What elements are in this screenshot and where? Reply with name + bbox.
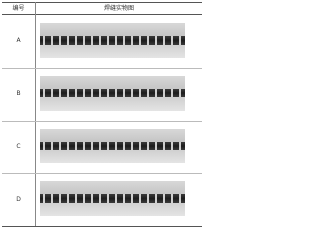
- weld-bead: [40, 141, 185, 151]
- row-rule: [2, 120, 202, 122]
- table-border: [2, 2, 202, 3]
- table-page: 编号 焊缝实物图 A B C D: [2, 2, 202, 227]
- weld-bead: [40, 36, 185, 45]
- weld-bead: [40, 88, 185, 98]
- row-rule: [2, 67, 202, 69]
- header-cell: 焊缝实物图: [103, 5, 134, 12]
- weld-photo: [40, 23, 185, 58]
- weld-photo: [40, 181, 185, 216]
- row-label: B: [16, 90, 21, 98]
- table-border: [2, 226, 202, 227]
- row-rule: [2, 173, 202, 175]
- weld-photo: [40, 75, 185, 111]
- weld-bead: [40, 194, 185, 203]
- row-label: C: [16, 142, 21, 150]
- weld-photo: [40, 128, 185, 164]
- header-rule: [2, 14, 202, 15]
- row-label: A: [16, 37, 21, 45]
- column-rule: [35, 2, 36, 226]
- header-cell: 编号: [12, 5, 25, 12]
- row-label: D: [16, 195, 21, 203]
